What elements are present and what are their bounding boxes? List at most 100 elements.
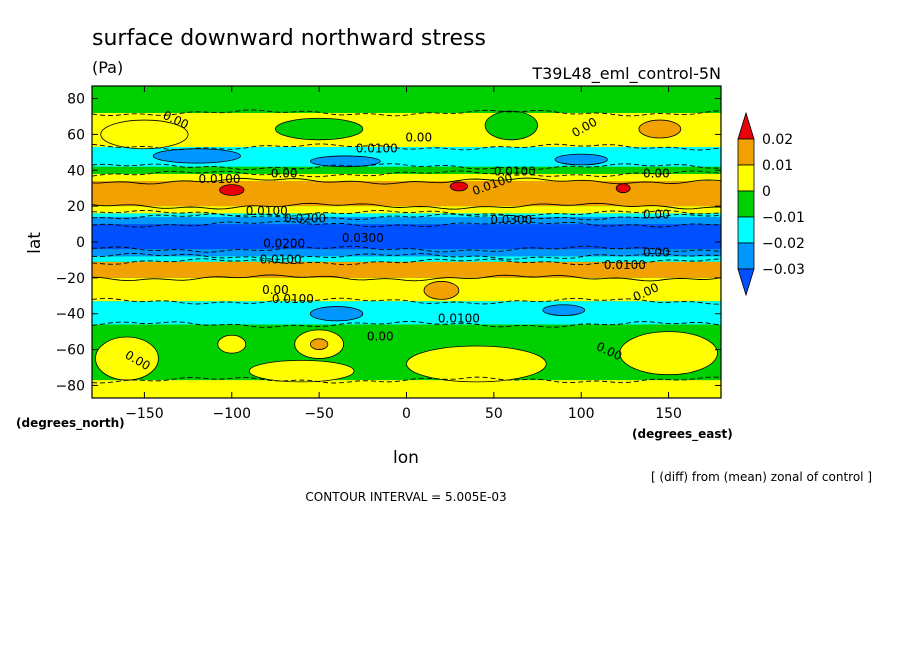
y-tick-label: −60 <box>55 343 85 359</box>
x-unit-label: (degrees_east) <box>632 427 733 442</box>
diff-note: [ (diff) from (mean) zonal of control ] <box>651 470 872 484</box>
contour-interval: CONTOUR INTERVAL = 5.005E-03 <box>305 490 506 504</box>
contour-label-22: 0.00 <box>367 330 394 344</box>
contour-line-8 <box>92 213 721 221</box>
contour-band-13 <box>92 166 721 174</box>
contour-patch-6 <box>619 331 718 376</box>
contour-line-10 <box>92 202 721 210</box>
run-label: T39L48_eml_control-5N <box>531 64 721 84</box>
y-tick-label: 80 <box>67 92 85 108</box>
contour-label-6: 0.0100 <box>494 165 536 179</box>
contour-band-10 <box>92 206 721 214</box>
x-tick-label: 0 <box>402 406 411 422</box>
colorbar-swatch-2 <box>737 164 755 192</box>
contour-label-19: 0.0100 <box>272 292 314 306</box>
contour-line-11 <box>92 177 721 185</box>
contour-patch-9 <box>248 359 355 383</box>
contour-label-18: 0.00 <box>262 283 289 297</box>
contour-patch-0 <box>219 184 245 196</box>
contour-label-8: 0.00 <box>643 166 670 180</box>
contour-patch-13 <box>554 153 608 166</box>
contour-label-11: 0.0300 <box>490 213 532 227</box>
contour-label-15: 0.0100 <box>260 253 302 267</box>
contour-label-2: 0.00 <box>405 131 432 145</box>
contour-label-16: 0.00 <box>643 245 670 259</box>
contour-band-0 <box>92 380 721 398</box>
contour-patch-19 <box>542 304 586 316</box>
y-tick-label: 40 <box>67 163 85 179</box>
y-tick-label: −40 <box>55 307 85 323</box>
contour-line-14 <box>92 143 721 151</box>
x-tick-label: 150 <box>655 406 682 422</box>
colorbar-swatch-bottom <box>737 268 755 297</box>
x-axis-label: lon <box>393 448 419 468</box>
contour-line-12 <box>92 170 721 178</box>
contour-patch-16 <box>484 110 538 141</box>
contour-band-1 <box>92 324 721 381</box>
contour-band-6 <box>92 249 721 257</box>
contour-band-4 <box>92 261 721 278</box>
contour-label-10: 0.0200 <box>284 211 326 225</box>
contour-patch-5 <box>217 334 247 354</box>
contour-line-9 <box>92 209 721 217</box>
y-tick-label: −20 <box>55 271 85 287</box>
contour-band-11 <box>92 181 721 207</box>
contour-patch-4 <box>310 338 329 350</box>
contour-band-5 <box>92 256 721 262</box>
contour-patch-11 <box>152 148 241 164</box>
contour-label-1: 0.0100 <box>356 141 398 155</box>
contour-patch-15 <box>275 117 364 141</box>
contour-line-2 <box>92 297 721 305</box>
colorbar-swatch-3 <box>737 190 755 218</box>
contour-line-4 <box>92 258 721 266</box>
contour-line-3 <box>92 274 721 282</box>
contour-label-5: 0.00 <box>271 166 298 180</box>
x-tick-label: 100 <box>568 406 595 422</box>
contour-line-0 <box>92 376 721 384</box>
contour-patch-2 <box>615 183 631 194</box>
contour-label-9: 0.0100 <box>246 204 288 218</box>
contour-patch-1 <box>449 181 469 192</box>
colorbar-swatch-top <box>737 111 755 140</box>
contour-band-12 <box>92 173 721 182</box>
y-tick-label: 20 <box>67 199 85 215</box>
contour-label-17: 0.0100 <box>604 258 646 272</box>
contour-patch-8 <box>406 345 547 383</box>
y-tick-label: 0 <box>76 235 85 251</box>
contour-line-1 <box>92 321 721 328</box>
contour-label-14: 0.0200 <box>263 236 305 250</box>
contour-patch-14 <box>100 119 189 150</box>
contour-band-15 <box>92 112 721 147</box>
colorbar-label: 0 <box>762 184 771 200</box>
contour-label-13: 0.0300 <box>342 231 384 245</box>
x-tick-label: −150 <box>125 406 163 422</box>
x-tick-label: −100 <box>213 406 251 422</box>
contour-line-13 <box>92 163 721 171</box>
colorbar-label: −0.01 <box>762 210 805 226</box>
contour-patch-12 <box>310 155 381 168</box>
colorbar: 0.02 0.01 0 −0.01 −0.02 −0.03 <box>737 111 805 297</box>
y-unit-label: (degrees_north) <box>16 416 125 431</box>
contour-band-3 <box>92 277 721 302</box>
contour-label-4: 0.0100 <box>199 172 241 186</box>
contour-band-2 <box>92 301 721 325</box>
y-tick-label: −80 <box>55 378 85 394</box>
contour-band-7 <box>92 224 721 250</box>
x-tick-label: −50 <box>304 406 334 422</box>
chart-units: (Pa) <box>92 58 123 77</box>
contour-patch-18 <box>310 306 364 322</box>
contour-band-8 <box>92 216 721 225</box>
colorbar-label: −0.02 <box>762 236 805 252</box>
contour-line-7 <box>92 220 721 228</box>
colorbar-swatch-1 <box>737 138 755 166</box>
contour-label-12: 0.00 <box>643 208 670 222</box>
contour-patch-10 <box>423 281 460 300</box>
contour-line-6 <box>92 245 721 253</box>
colorbar-swatch-5 <box>737 242 755 270</box>
colorbar-label: 0.02 <box>762 132 793 148</box>
y-tick-label: 60 <box>67 127 85 143</box>
contour-patch-17 <box>638 119 682 139</box>
